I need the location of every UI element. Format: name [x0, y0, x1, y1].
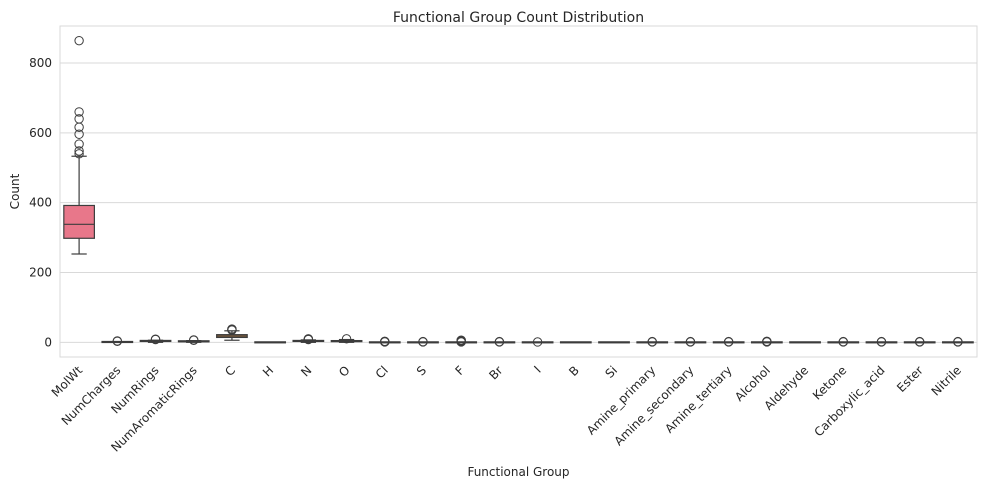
plot-area: [59, 25, 978, 358]
outlier-point: [74, 114, 84, 124]
outlier-point: [762, 336, 772, 346]
outlier-point: [532, 337, 543, 347]
y-tick-label: 800: [29, 56, 52, 70]
outlier-point: [74, 107, 84, 117]
box-b: [559, 341, 592, 344]
outlier-point: [685, 336, 696, 347]
y-tick-label: 600: [29, 126, 52, 140]
box-f: [445, 335, 478, 347]
box-carboxylic-acid: [865, 336, 898, 347]
outlier-point: [341, 334, 352, 344]
box-amine-secondary: [674, 336, 707, 347]
outlier-point: [112, 336, 123, 346]
outlier-point: [953, 336, 963, 347]
box-o: [330, 334, 363, 344]
outlier-point: [227, 324, 237, 334]
outlier-point: [456, 335, 466, 345]
y-tick-label: 0: [44, 335, 52, 349]
box-molwt: [63, 35, 95, 255]
boxes: [63, 35, 974, 347]
box-n: [292, 334, 325, 345]
outlier-point: [74, 139, 84, 149]
y-axis-label: Count: [8, 173, 22, 209]
box-body: [63, 204, 95, 239]
box-aldehyde: [789, 341, 821, 344]
outlier-point: [303, 334, 314, 344]
y-tick-labels: 0 200 400 600 800: [29, 56, 52, 349]
box-s: [407, 336, 439, 347]
box-numrings: [139, 334, 172, 345]
x-axis-label: Functional Group: [467, 465, 569, 479]
box-amine-tertiary: [712, 336, 745, 347]
outlier-point: [494, 336, 505, 347]
box-nitrile: [942, 336, 974, 347]
box-h: [254, 341, 287, 344]
outlier-point: [74, 149, 84, 159]
box-cl: [368, 336, 401, 347]
outlier-point: [380, 336, 390, 346]
box-ester: [903, 336, 936, 347]
outlier-point: [74, 146, 84, 156]
y-tick-label: 400: [29, 196, 52, 210]
box-ketone: [827, 336, 860, 347]
outlier-point: [723, 336, 734, 347]
outlier-point: [189, 335, 199, 345]
y-tick-label: 200: [29, 266, 52, 280]
box-numaromaticrings: [177, 335, 210, 345]
box-numcharges: [101, 336, 134, 346]
box-alcohol: [750, 336, 783, 347]
outlier-point: [74, 129, 84, 139]
grid-lines: [60, 62, 977, 343]
chart-title: Functional Group Count Distribution: [393, 10, 644, 26]
outlier-point: [150, 334, 161, 344]
box-c: [216, 324, 248, 341]
outlier-point: [647, 336, 657, 347]
outlier-point: [838, 336, 848, 347]
box-br: [483, 336, 516, 347]
box-amine-primary: [636, 336, 669, 347]
box-si: [598, 341, 630, 344]
outlier-point: [914, 336, 925, 347]
outlier-point: [876, 336, 887, 347]
outlier-point: [74, 35, 84, 46]
outlier-point: [418, 336, 428, 347]
box-i: [521, 337, 554, 347]
